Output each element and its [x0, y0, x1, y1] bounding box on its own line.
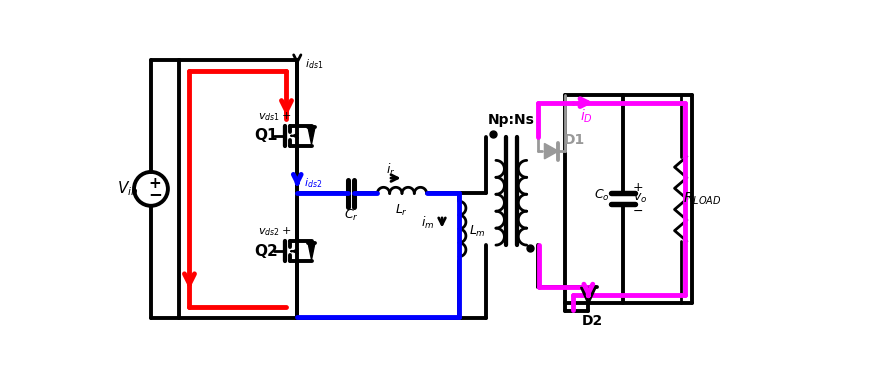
- Text: $V_{in}$: $V_{in}$: [117, 180, 138, 198]
- Text: Q2: Q2: [255, 244, 278, 259]
- Text: $v_{ds1} +$: $v_{ds1} +$: [257, 110, 290, 123]
- Text: Np:Ns: Np:Ns: [488, 113, 534, 127]
- Polygon shape: [580, 288, 595, 304]
- Text: $i_D$: $i_D$: [580, 108, 593, 125]
- Text: $i_r$: $i_r$: [386, 162, 395, 178]
- Text: −: −: [148, 185, 162, 203]
- Polygon shape: [308, 127, 315, 144]
- Text: $v_o$: $v_o$: [632, 192, 647, 205]
- Text: −: −: [633, 205, 643, 218]
- Text: $i_m$: $i_m$: [421, 215, 434, 231]
- Text: $C_o$: $C_o$: [593, 188, 608, 203]
- Text: Q1: Q1: [255, 128, 278, 143]
- Text: D2: D2: [580, 314, 602, 328]
- Text: $v_{ds2} +$: $v_{ds2} +$: [257, 226, 290, 238]
- Text: +: +: [149, 176, 161, 191]
- Text: +: +: [633, 181, 643, 194]
- Text: $i_{ds2}$: $i_{ds2}$: [303, 176, 322, 190]
- Text: $L_m$: $L_m$: [468, 224, 485, 239]
- Text: $C_r$: $C_r$: [343, 208, 358, 223]
- Polygon shape: [308, 243, 315, 260]
- Text: $L_r$: $L_r$: [395, 203, 408, 218]
- Text: $R_{LOAD}$: $R_{LOAD}$: [682, 191, 720, 207]
- Text: D1: D1: [563, 134, 585, 147]
- Text: $i_{ds1}$: $i_{ds1}$: [305, 57, 323, 71]
- Polygon shape: [544, 144, 558, 159]
